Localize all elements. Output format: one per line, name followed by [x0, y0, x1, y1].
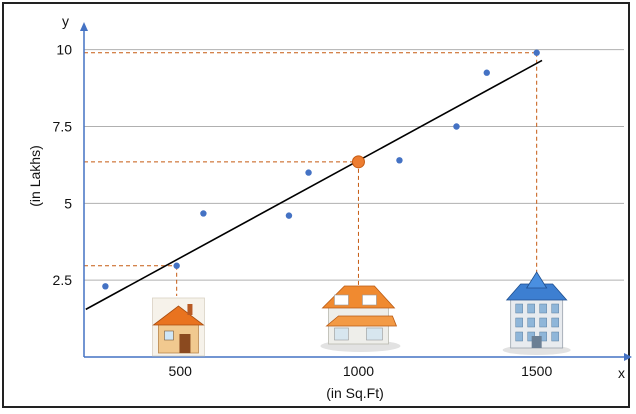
data-point-1: [173, 262, 180, 269]
trendline: [85, 59, 543, 311]
dashed-guides: [84, 52, 538, 296]
highlight-point: [351, 155, 365, 169]
data-point-5: [396, 157, 403, 164]
y-tick-label: 10: [56, 42, 72, 58]
y-axis-letter: y: [62, 13, 69, 29]
x-axis-title: (in Sq.Ft): [326, 385, 384, 401]
data-point-0: [102, 283, 109, 290]
y-tick-label: 7.5: [53, 118, 73, 134]
x-tick-labels: 500 1000 1500: [169, 363, 553, 379]
medium-house-icon: [320, 285, 401, 352]
data-point-8: [533, 49, 540, 56]
x-tick-label: 1000: [343, 363, 374, 379]
x-tick-label: 1500: [521, 363, 552, 379]
y-axis-title: (in Lakhs): [27, 145, 43, 206]
highlight-group: [351, 155, 365, 169]
x-tick-label: 500: [169, 363, 193, 379]
data-points: [102, 49, 540, 290]
y-axis-arrow: [80, 22, 88, 31]
trendline-group: [85, 59, 543, 311]
x-axis-arrow: [624, 353, 632, 361]
x-axis-letter: x: [618, 365, 625, 381]
house-icons: [152, 271, 571, 357]
y-tick-labels: 2.5 5 7.5 10: [53, 42, 73, 289]
data-point-2: [200, 210, 207, 217]
data-point-7: [483, 69, 490, 76]
data-point-6: [453, 123, 460, 130]
y-tick-label: 2.5: [53, 272, 73, 288]
data-point-4: [305, 169, 312, 176]
small-house-icon: [152, 297, 205, 357]
y-tick-label: 5: [64, 195, 72, 211]
data-point-3: [285, 212, 293, 219]
large-house-icon: [502, 271, 571, 355]
axes: x y (in Sq.Ft) (in Lakhs): [27, 13, 632, 401]
